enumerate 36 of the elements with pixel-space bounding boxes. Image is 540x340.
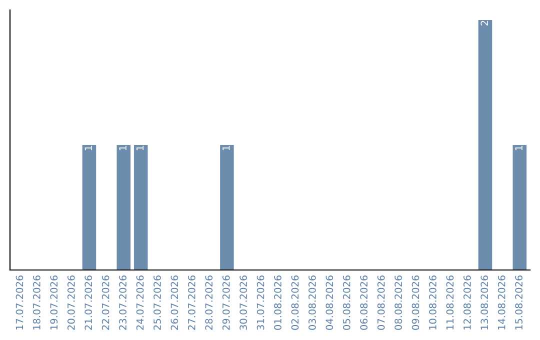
x-tick-label: 23.07.2026 xyxy=(119,275,126,330)
x-tick-label: 17.07.2026 xyxy=(16,275,24,330)
x-tick-label: 10.08.2026 xyxy=(429,275,436,330)
data-label: 1 xyxy=(119,146,126,150)
data-label: 1 xyxy=(84,146,92,150)
x-tick-label: 25.07.2026 xyxy=(154,275,161,330)
x-tick-label: 03.08.2026 xyxy=(308,275,316,330)
x-tick-label: 15.08.2026 xyxy=(515,275,522,330)
x-tick-label: 21.07.2026 xyxy=(84,275,92,330)
x-tick-label: 04.08.2026 xyxy=(326,275,334,330)
x-tick-label: 18.07.2026 xyxy=(33,275,40,330)
x-tick-label: 14.08.2026 xyxy=(498,275,506,330)
data-label: 1 xyxy=(136,146,144,150)
x-tick-label: 07.08.2026 xyxy=(377,275,385,330)
x-tick-label: 05.08.2026 xyxy=(342,275,350,330)
x-tick-label: 22.07.2026 xyxy=(102,275,110,330)
x-tick-label: 13.08.2026 xyxy=(480,275,488,330)
x-tick-label: 08.08.2026 xyxy=(394,275,402,330)
x-tick-label: 28.07.2026 xyxy=(205,275,213,330)
x-tick-label: 20.07.2026 xyxy=(67,275,75,330)
x-tick-label: 30.07.2026 xyxy=(240,275,247,330)
x-tick-label: 27.07.2026 xyxy=(188,275,196,330)
x-tick-label: 01.08.2026 xyxy=(274,275,282,330)
data-label: 2 xyxy=(480,20,488,26)
x-tick-label: 11.08.2026 xyxy=(446,275,454,330)
x-tick-label: 06.08.2026 xyxy=(360,275,368,330)
x-tick-label: 24.07.2026 xyxy=(136,275,144,330)
x-tick-label: 02.08.2026 xyxy=(291,275,299,330)
x-tick-label: 09.08.2026 xyxy=(412,275,420,330)
x-tick-label: 29.07.2026 xyxy=(222,275,230,330)
x-tick-label: 31.07.2026 xyxy=(256,275,264,330)
x-tick-label: 12.08.2026 xyxy=(463,275,471,330)
data-label: 1 xyxy=(222,146,230,150)
x-tick-label: 19.07.2026 xyxy=(50,275,58,330)
data-label: 1 xyxy=(515,146,522,150)
x-tick-label: 26.07.2026 xyxy=(170,275,178,330)
